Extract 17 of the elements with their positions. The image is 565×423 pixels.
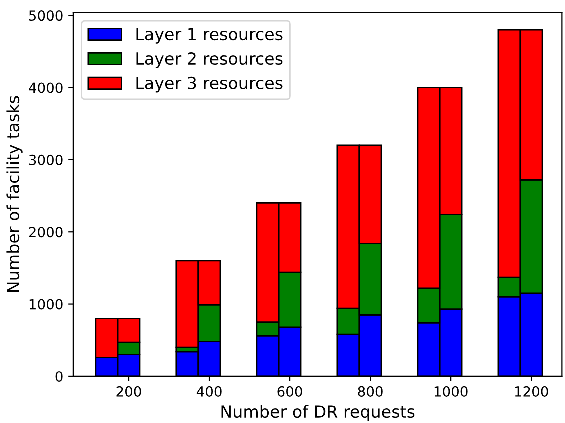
y-tick-label: 0 [56,371,63,382]
legend-label: Layer 3 resources [136,76,283,93]
legend-label: Layer 2 resources [136,52,283,68]
x-axis-title: Number of DR requests [222,405,415,422]
x-tick-label: 200 [116,386,142,397]
y-tick-label: 3000 [29,154,63,166]
y-tick-label: 1000 [30,299,63,310]
legend-label: Layer 1 resources [136,28,283,44]
x-tick-label: 1200 [515,386,548,397]
x-tick-label: 400 [196,386,222,397]
y-axis-title: Number of facility tasks [6,96,23,292]
y-tick-label: 4000 [29,82,63,94]
x-tick-label: 1000 [434,386,468,397]
y-tick-label: 5000 [29,10,63,22]
y-tick-label: 2000 [29,227,63,238]
x-tick-label: 800 [358,386,383,397]
x-tick-label: 600 [278,386,302,397]
